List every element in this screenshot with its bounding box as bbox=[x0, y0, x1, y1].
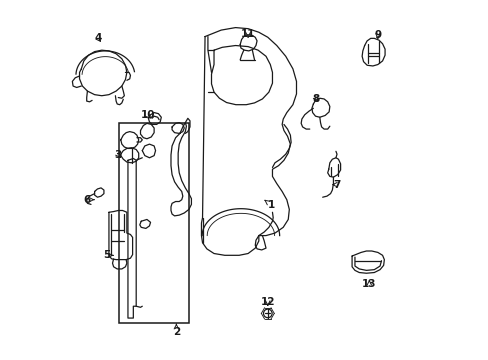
Text: 5: 5 bbox=[102, 250, 113, 260]
Text: 6: 6 bbox=[83, 195, 94, 205]
Text: 9: 9 bbox=[374, 30, 381, 40]
Text: 4: 4 bbox=[94, 33, 102, 43]
Text: 11: 11 bbox=[241, 29, 255, 39]
Text: 12: 12 bbox=[260, 297, 274, 307]
Text: 2: 2 bbox=[172, 324, 180, 337]
Text: 13: 13 bbox=[361, 279, 376, 289]
Text: 8: 8 bbox=[312, 94, 319, 104]
Text: 1: 1 bbox=[264, 200, 274, 210]
Text: 3: 3 bbox=[114, 150, 122, 160]
Text: 7: 7 bbox=[332, 180, 340, 190]
Text: 10: 10 bbox=[140, 111, 155, 121]
Bar bbox=[119, 123, 188, 323]
